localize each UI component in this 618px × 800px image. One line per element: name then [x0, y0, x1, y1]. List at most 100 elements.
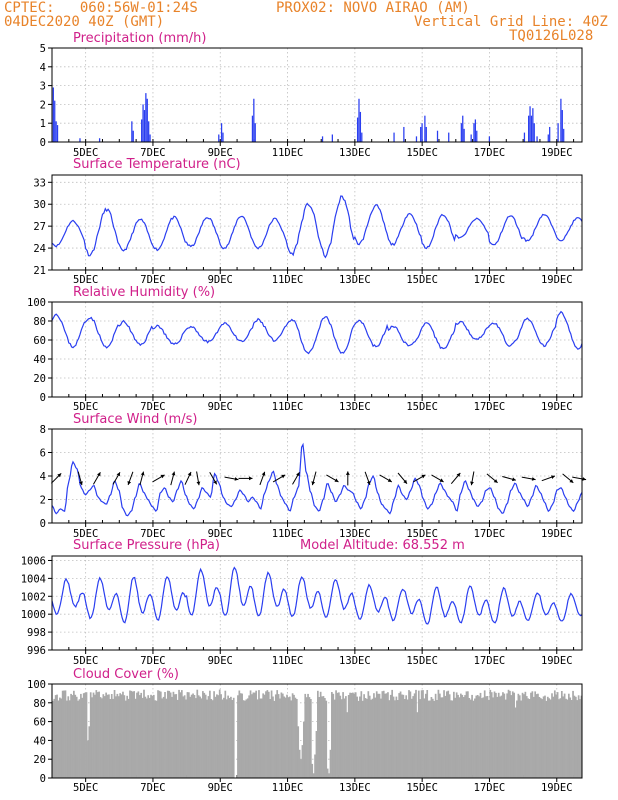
cloud-cover-bar [133, 691, 136, 778]
cloud-cover-bar [68, 700, 71, 778]
cloud-cover-bar [387, 692, 389, 778]
cloud-cover-bar [284, 697, 287, 778]
cloud-cover-bar [570, 700, 573, 778]
precip-bar [424, 115, 426, 142]
cloud-cover-bar [182, 696, 185, 778]
cloud-cover-bar [406, 699, 409, 778]
x-tick-label: 9DEC [208, 147, 233, 159]
cloud-cover-bar [293, 694, 295, 778]
cloud-cover-bar [409, 691, 412, 778]
wind-direction-arrow [272, 474, 286, 483]
cloud-cover-bar [298, 749, 301, 778]
cloud-cover-bar [197, 695, 200, 778]
cloud-cover-bar [140, 692, 143, 778]
cloud-cover-bar [453, 691, 455, 778]
cloud-cover-bar [424, 693, 427, 778]
cloud-cover-bar [448, 694, 451, 778]
y-tick-label: 2 [40, 495, 46, 507]
cloud-cover-bar [265, 691, 267, 778]
x-tick-label: 15DEC [406, 782, 438, 794]
header: CPTEC: 060:56W-01:24S PROX02: NOVO AIRAO… [0, 0, 618, 45]
cloud-cover-bar [352, 692, 354, 778]
cloud-cover-bar [223, 697, 225, 778]
precip-bar [557, 123, 559, 142]
y-tick-label: 0 [40, 137, 46, 149]
cloud-cover-bar [57, 700, 60, 778]
x-tick-label: 13DEC [339, 528, 371, 540]
x-tick-label: 9DEC [208, 274, 233, 286]
cloud-cover-bar [246, 698, 249, 778]
cloud-cover-bar [335, 690, 337, 778]
cloud-cover-bar [286, 694, 288, 778]
cloud-cover-bar [209, 690, 211, 778]
y-tick-label: 100 [27, 297, 46, 309]
cloud-cover-bar [94, 694, 96, 778]
cloud-cover-bar [196, 689, 199, 778]
wind-direction-arrow [431, 474, 444, 483]
cloud-cover-bar [321, 696, 323, 778]
cloud-cover-bar [59, 697, 61, 778]
cloud-cover-bar [138, 695, 141, 778]
precip-bar [528, 115, 530, 142]
cloud-cover-bar [273, 700, 276, 778]
wind-direction-arrow [413, 474, 426, 483]
cloud-cover-bar [249, 690, 252, 778]
cloud-cover-bar [465, 691, 468, 778]
cloud-cover-bar [472, 700, 475, 778]
precip-bar [530, 115, 533, 142]
cloud-cover-bar [96, 692, 99, 778]
cloud-cover-bar [304, 693, 307, 778]
cloud-cover-bar [489, 689, 492, 778]
cloud-cover-bar [109, 699, 112, 778]
cloud-cover-bar [444, 695, 447, 778]
cloud-cover-bar [402, 694, 405, 778]
wind-direction-arrow [170, 471, 176, 486]
cloud-cover-bar [106, 694, 109, 778]
cloud-cover-bar [431, 698, 434, 778]
cloud-cover-bar [269, 699, 272, 778]
cloud-cover-bar [224, 690, 227, 778]
cloud-cover-bar [417, 690, 420, 778]
cloud-cover-bar [336, 692, 339, 778]
panel-border [51, 301, 583, 398]
cloud-cover-bar [242, 700, 245, 778]
x-tick-label: 17DEC [474, 528, 506, 540]
x-tick-label: 11DEC [272, 274, 304, 286]
cloud-cover-bar [158, 690, 161, 778]
cloud-cover-bar [426, 690, 429, 778]
wind-direction-arrow [292, 472, 300, 485]
x-tick-label: 5DEC [73, 782, 98, 794]
precip-bar [448, 132, 450, 142]
cloud-cover-bar [190, 694, 193, 778]
cloud-cover-bar [221, 699, 224, 778]
wind-direction-arrow [326, 474, 339, 483]
cloud-cover-bar [315, 731, 318, 778]
cloud-cover-bar [563, 693, 566, 778]
x-tick-label: 17DEC [474, 274, 506, 286]
cloud-cover-bar [495, 692, 497, 778]
cloud-cover-bar [244, 700, 246, 778]
cloud-cover-bar [294, 697, 297, 778]
humidity-panel: Relative Humidity (%) 0 20 40 60 80 100 5DEC 7DE… [27, 285, 583, 413]
cloud-cover-bar [225, 699, 228, 778]
y-tick-label: 21 [33, 265, 46, 277]
precip-bar [560, 98, 562, 142]
panel-title: Relative Humidity (%) [73, 285, 215, 300]
cloud-cover-bar [136, 692, 138, 778]
wind-direction-arrow [184, 471, 192, 485]
cloud-cover-bar [412, 696, 415, 778]
x-tick-label: 7DEC [140, 655, 165, 667]
cloud-cover-bar [391, 689, 394, 778]
cloud-cover-bar [129, 690, 131, 778]
cloud-cover-bar [272, 696, 274, 778]
cloud-cover-bar [528, 699, 531, 778]
cloud-cover-bar [206, 699, 208, 778]
cloud-cover-bar [305, 697, 308, 778]
cloud-cover-bar [113, 690, 116, 778]
cloud-cover-bar [195, 698, 197, 778]
cloud-cover-bar [433, 700, 436, 778]
precip-bar [54, 100, 56, 142]
precip-bar [56, 125, 59, 142]
precipitation-panel: Precipitation (mm/h) 0 1 2 3 4 5 5DEC 7DEC 9DEC 11… [40, 31, 583, 159]
cloud-cover-bar [556, 692, 559, 778]
